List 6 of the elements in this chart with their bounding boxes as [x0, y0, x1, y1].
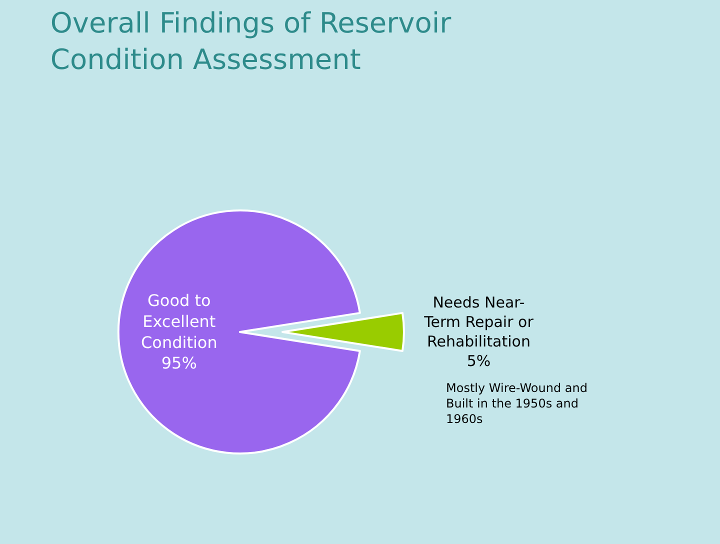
- slice-label: Good to Excellent Condition: [140, 291, 218, 352]
- text: Mostly Wire-Wound and Built in the 1950s and 1960s: [446, 381, 588, 426]
- data-label: 95%: [161, 354, 197, 373]
- slice-label: Needs Near-Term Repair or Rehabilitation: [423, 294, 534, 351]
- chart-title: Overall Findings of Reservoir Condition Assessment: [50, 6, 452, 76]
- data-label: 5%: [466, 352, 491, 370]
